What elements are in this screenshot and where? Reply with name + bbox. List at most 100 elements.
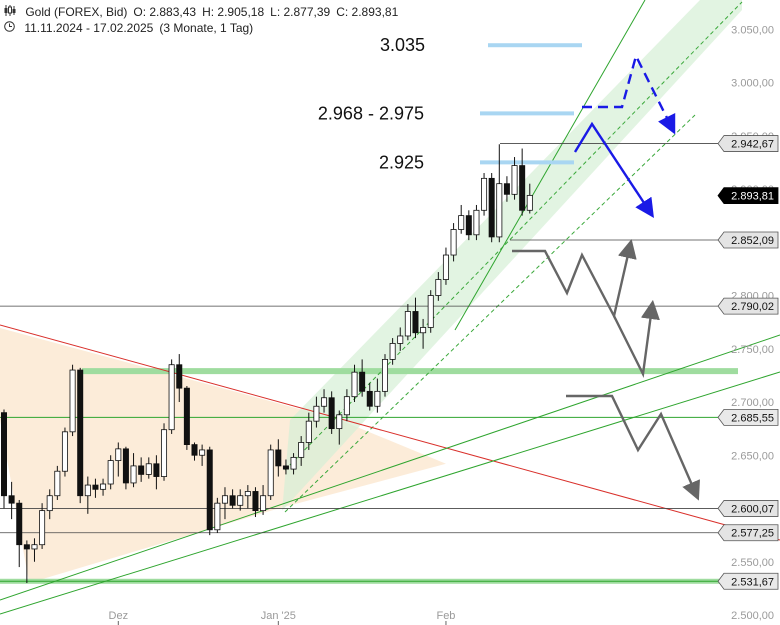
candle [84,484,91,497]
target-label-1: 2.968 - 2.975 [318,103,424,123]
chart-period: 11.11.2024 - 17.02.2025 (3 Monate, 1 Tag) [4,21,259,35]
date-range: 11.11.2024 - 17.02.2025 [24,21,154,35]
candle [176,364,183,389]
red-resistance-line [0,324,780,541]
target-bar-0 [488,43,582,48]
support-band [82,368,738,375]
price-tag-label-7: 2.531,67 [731,576,774,588]
candle [366,390,373,407]
candle [404,311,411,337]
candle [244,491,251,497]
y-tick-label: 2.550,00 [731,557,774,569]
candle [397,335,404,344]
candle [31,544,38,550]
open-value: O: 2.883,43 [133,5,197,19]
target-label-0: 3.035 [380,35,425,55]
candle [145,463,152,475]
candle [389,343,396,360]
candle [503,183,510,195]
high-value: H: 2.905,18 [202,5,265,19]
clock-icon [4,21,18,35]
candle [290,456,297,470]
y-tick-label: 2.700,00 [731,397,774,409]
price-tag-5 [717,500,779,517]
candle [381,358,388,392]
chart-header: Gold (FOREX, Bid) O: 2.883,43 H: 2.905,18 L… [4,5,404,19]
y-tick-label: 2.650,00 [731,450,774,462]
y-tick-label: 3.000,00 [731,78,774,90]
period-label: (3 Monate, 1 Tag) [159,21,254,35]
candle [115,448,122,461]
candle [23,544,30,550]
candle [183,387,190,445]
price-tag-1 [717,187,779,204]
candle [130,465,137,484]
instrument-name: Gold (FOREX, Bid) [25,5,128,19]
candle [161,429,168,477]
candle [199,449,206,456]
price-tag-label-0: 2.942,67 [731,139,774,151]
price-tag-label-2: 2.852,09 [731,235,774,247]
price-tag-6 [717,524,779,542]
candle [54,470,61,497]
candle [473,209,480,236]
candle [0,412,7,497]
candle [420,327,427,334]
target-bar-1 [480,111,574,116]
y-tick-label: 3.050,00 [731,24,774,36]
candle [511,165,518,195]
candle [8,495,15,504]
candle [92,484,99,490]
steep-trendline [454,0,646,331]
candle [77,369,84,497]
candle [252,491,259,512]
candle [488,177,495,238]
candle [412,311,419,334]
channel-lower-line [284,114,696,513]
candle [275,449,282,467]
green-trendline-1 [0,334,780,601]
candlestick-icon [4,5,19,19]
x-tick-label: Feb [436,610,455,622]
price-tag-2 [717,231,779,249]
price-tag-7 [717,572,779,590]
candle [69,369,76,433]
candle [313,405,320,422]
candle [450,229,457,256]
blue-arrow-dashed [582,52,676,135]
candle [427,295,434,328]
price-tag-label-3: 2.790,02 [731,301,774,313]
x-tick-label: Dez [109,610,129,622]
target-bar-2 [480,160,574,165]
price-tag-label-6: 2.577,25 [731,528,774,540]
grey-arrow-3 [566,394,700,501]
candle [260,495,267,512]
candle [435,279,442,296]
candle [39,510,46,546]
price-tag-3 [717,297,779,315]
candle [282,465,289,470]
x-tick-label: Jan '25 [261,610,296,622]
candle [374,390,381,407]
candle [458,215,465,230]
candle [298,442,305,458]
candle [336,414,343,430]
candle [221,495,228,504]
candle [100,483,107,490]
candle [191,444,198,456]
candle [61,431,68,472]
candle [16,502,23,546]
candle [519,165,526,211]
candle [214,502,221,531]
triangle-zone [0,328,446,584]
price-tag-label-1: 2.893,81 [731,191,774,203]
target-label-2: 2.925 [379,152,424,172]
candle [206,449,213,531]
candle [46,495,53,512]
candles [0,144,533,584]
low-value: L: 2.877,39 [270,5,331,19]
candle [442,254,449,280]
candle [328,397,335,430]
candle [138,465,145,475]
